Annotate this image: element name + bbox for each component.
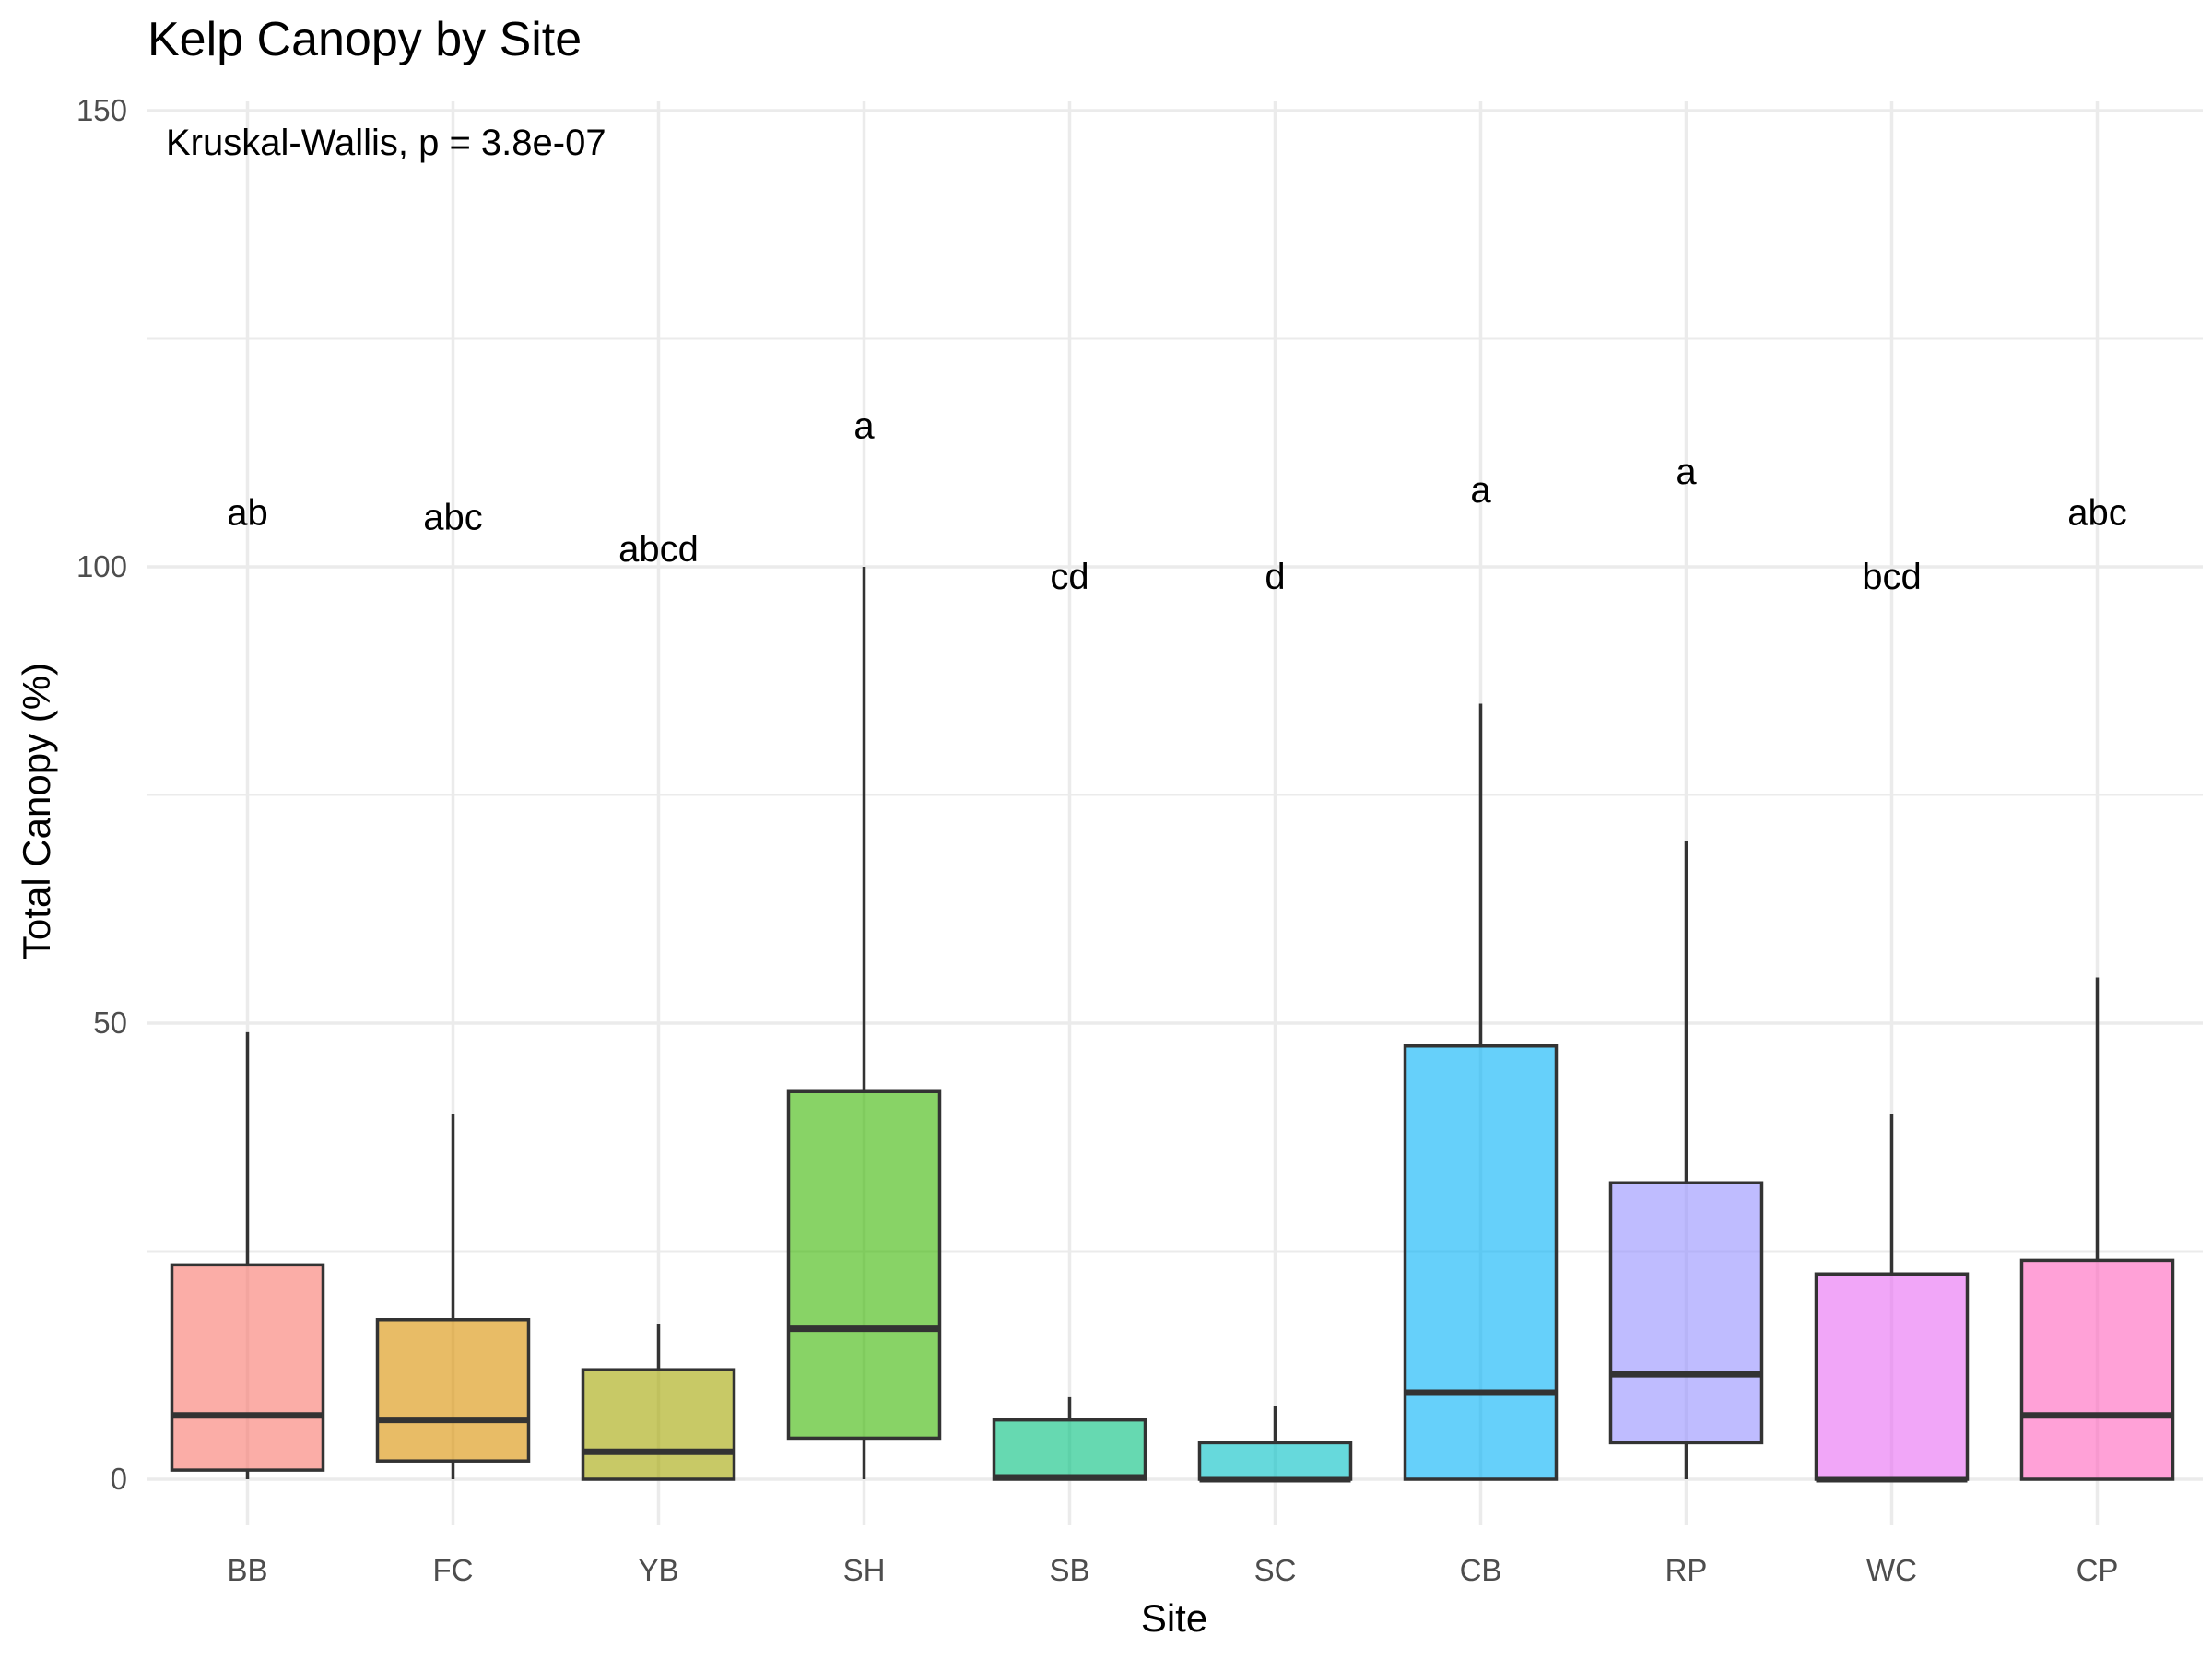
box-iqr — [1403, 1044, 1559, 1481]
letter-bb: ab — [227, 493, 268, 534]
chart-title: Kelp Canopy by Site — [147, 13, 582, 66]
x-tick-label: SB — [1049, 1553, 1089, 1587]
box-iqr — [581, 1368, 736, 1481]
letter-cp: abc — [2067, 493, 2127, 534]
box-sb — [992, 1396, 1147, 1481]
x-tick-label: RP — [1665, 1553, 1708, 1587]
letter-sc: d — [1265, 557, 1285, 597]
letter-yb: abcd — [618, 529, 699, 570]
x-tick-label: BB — [227, 1553, 267, 1587]
box-sc — [1197, 1406, 1353, 1483]
x-tick-label: FC — [433, 1553, 474, 1587]
box-iqr — [1197, 1441, 1353, 1481]
x-tick-label: YB — [638, 1553, 678, 1587]
y-tick-label: 0 — [111, 1462, 127, 1496]
x-tick-label: CP — [2077, 1553, 2119, 1587]
x-tick-label: CB — [1460, 1553, 1502, 1587]
box-cb — [1403, 703, 1559, 1481]
box-cp — [2019, 977, 2175, 1481]
boxes — [170, 567, 2175, 1483]
letter-fc: abc — [423, 498, 483, 538]
y-tick-label: 50 — [93, 1006, 127, 1040]
box-iqr — [170, 1263, 325, 1472]
y-axis-title: Total Canopy (%) — [15, 663, 58, 959]
box-bb — [170, 1031, 325, 1479]
letter-wc: bcd — [1862, 557, 1922, 597]
box-iqr — [992, 1418, 1147, 1481]
box-yb — [581, 1324, 736, 1481]
x-axis-ticks: BB FC YB SH SB SC CB RP WC CP — [227, 1553, 2118, 1587]
letter-sh: a — [853, 406, 875, 447]
box-wc — [1814, 1114, 1970, 1483]
letter-sb: cd — [1050, 557, 1088, 597]
box-iqr — [2019, 1258, 2175, 1481]
y-tick-label: 100 — [76, 549, 127, 583]
box-iqr — [1608, 1181, 1764, 1445]
box-fc — [375, 1114, 531, 1479]
box-iqr — [1814, 1272, 1970, 1481]
box-iqr — [786, 1089, 942, 1441]
x-axis-title: Site — [1141, 1596, 1207, 1640]
letter-cb: a — [1470, 470, 1491, 511]
y-axis-ticks: 0 50 100 150 — [76, 93, 127, 1496]
x-tick-label: SH — [843, 1553, 886, 1587]
letter-rp: a — [1676, 452, 1697, 492]
box-iqr — [375, 1318, 531, 1463]
y-tick-label: 150 — [76, 93, 127, 127]
x-tick-label: SC — [1254, 1553, 1297, 1587]
box-sh — [786, 567, 942, 1479]
x-tick-label: WC — [1866, 1553, 1917, 1587]
box-rp — [1608, 841, 1764, 1479]
kruskal-wallis-annotation: Kruskal-Wallis, p = 3.8e-07 — [166, 123, 606, 163]
